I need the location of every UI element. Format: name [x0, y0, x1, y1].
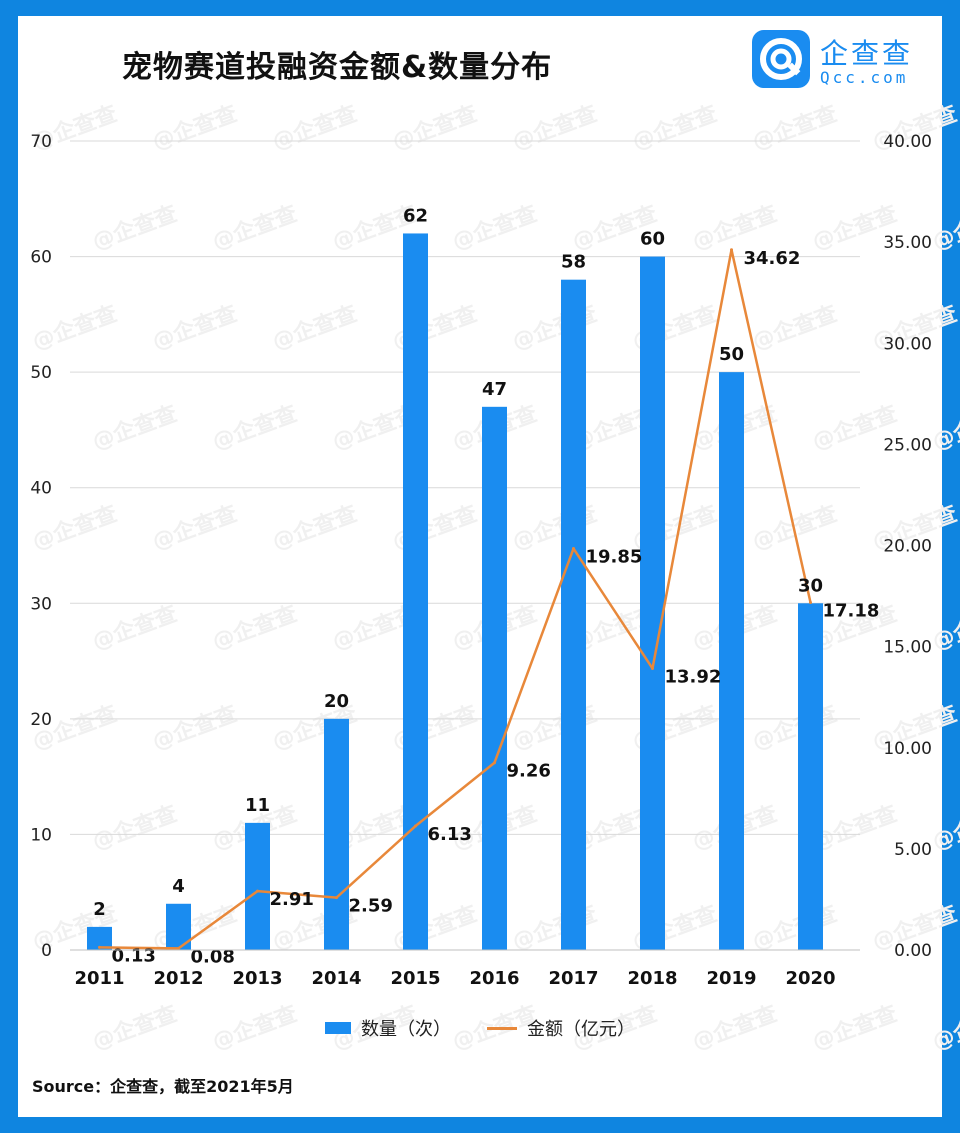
legend-item-amount: 金额（亿元）: [487, 1015, 635, 1041]
line-value-label: 2.91: [270, 889, 314, 910]
left-axis: 0 10 20 30 40 50 60 70: [30, 132, 52, 961]
y-right-tick-label: 5.00: [894, 840, 932, 860]
legend-item-count: 数量（次）: [325, 1015, 451, 1041]
y-right-tick-label: 15.00: [883, 638, 932, 658]
bar: [561, 279, 586, 951]
line-value-label: 19.85: [586, 547, 643, 568]
bar-value-label: 2: [93, 899, 106, 920]
line-point: [809, 601, 812, 605]
x-tick-label: 2014: [311, 968, 361, 989]
line-value-label: 17.18: [823, 601, 880, 622]
x-tick-label: 2018: [627, 968, 677, 989]
bar: [245, 822, 270, 950]
qcc-logo-icon: [752, 30, 810, 88]
x-tick-label: 2015: [390, 968, 440, 989]
line-value-label: 0.08: [191, 946, 235, 967]
y-right-tick-label: 35.00: [883, 233, 932, 253]
bar: [87, 926, 112, 950]
bar-value-label: 58: [561, 252, 586, 273]
line-series: [98, 248, 812, 950]
legend-label-amount: 金额（亿元）: [527, 1019, 635, 1040]
logo-url: Qcc.com: [820, 68, 909, 87]
qcc-logo: 企查查 Qcc.com: [752, 30, 922, 90]
x-tick-label: 2019: [706, 968, 756, 989]
y-right-tick-label: 10.00: [883, 739, 932, 759]
legend: 数量（次） 金额（亿元）: [325, 1016, 671, 1040]
line-point: [651, 666, 654, 670]
y-left-tick-label: 20: [30, 710, 52, 730]
y-left-tick-label: 70: [30, 132, 52, 152]
bar-value-label: 47: [482, 379, 507, 400]
bar-value-label: 62: [403, 205, 428, 226]
data-labels: 2 4 11 20 62 47 58 60 50 30 0.13 0.08 2.91 2.59 6.13 9.…: [93, 205, 879, 967]
bar-value-label: 30: [798, 575, 823, 596]
bar-value-label: 4: [172, 876, 185, 897]
line-value-label: 6.13: [428, 824, 472, 845]
right-axis: 0.00 5.00 10.00 15.00 20.00 25.00 30.00 35.00 40…: [883, 132, 932, 961]
line-value-label: 2.59: [349, 896, 393, 917]
legend-swatch-bar: [325, 1022, 351, 1034]
y-right-tick-label: 25.00: [883, 435, 932, 455]
x-tick-label: 2020: [785, 968, 835, 989]
y-left-tick-label: 50: [30, 363, 52, 383]
bar-value-label: 60: [640, 229, 665, 250]
line-point: [414, 824, 417, 828]
line-point: [256, 889, 259, 893]
bar: [798, 603, 823, 950]
bar-value-label: 50: [719, 344, 744, 365]
bar: [403, 233, 428, 950]
y-left-tick-label: 10: [30, 825, 52, 845]
bar-series: [87, 233, 823, 951]
line-point: [335, 896, 338, 900]
x-tick-label: 2013: [232, 968, 282, 989]
chart-title: 宠物赛道投融资金额&数量分布: [122, 50, 553, 85]
bar-value-label: 20: [324, 691, 349, 712]
x-tick-label: 2016: [469, 968, 519, 989]
bar-value-label: 11: [245, 795, 270, 816]
line-value-label: 13.92: [665, 666, 722, 687]
y-right-tick-label: 40.00: [883, 132, 932, 152]
bar: [640, 256, 665, 951]
line-point: [98, 945, 101, 949]
amount-line: [99, 248, 812, 950]
y-left-tick-label: 30: [30, 594, 52, 614]
logo-name: 企查查: [820, 37, 914, 70]
y-right-tick-label: 20.00: [883, 537, 932, 557]
line-point: [730, 248, 733, 252]
line-point: [493, 761, 496, 765]
bar: [324, 718, 349, 950]
line-value-label: 0.13: [112, 945, 156, 966]
x-axis: 2011 2012 2013 2014 2015 2016 2017 2018 2019 2020: [70, 949, 860, 989]
line-value-label: 34.62: [744, 248, 801, 269]
line-value-label: 9.26: [507, 761, 551, 782]
y-left-tick-label: 40: [30, 479, 52, 499]
legend-swatch-line: [487, 1026, 517, 1030]
bar: [482, 406, 507, 950]
legend-label-count: 数量（次）: [361, 1019, 451, 1040]
y-left-tick-label: 60: [30, 248, 52, 268]
x-tick-label: 2017: [548, 968, 598, 989]
x-tick-label: 2012: [153, 968, 203, 989]
y-left-tick-label: 0: [41, 941, 52, 961]
y-right-tick-label: 0.00: [894, 941, 932, 961]
x-tick-label: 2011: [74, 968, 124, 989]
bar: [719, 372, 744, 951]
source-note: Source：企查查，截至2021年5月: [32, 1077, 294, 1096]
line-point: [572, 547, 575, 551]
y-right-tick-label: 30.00: [883, 334, 932, 354]
line-point: [177, 946, 180, 950]
